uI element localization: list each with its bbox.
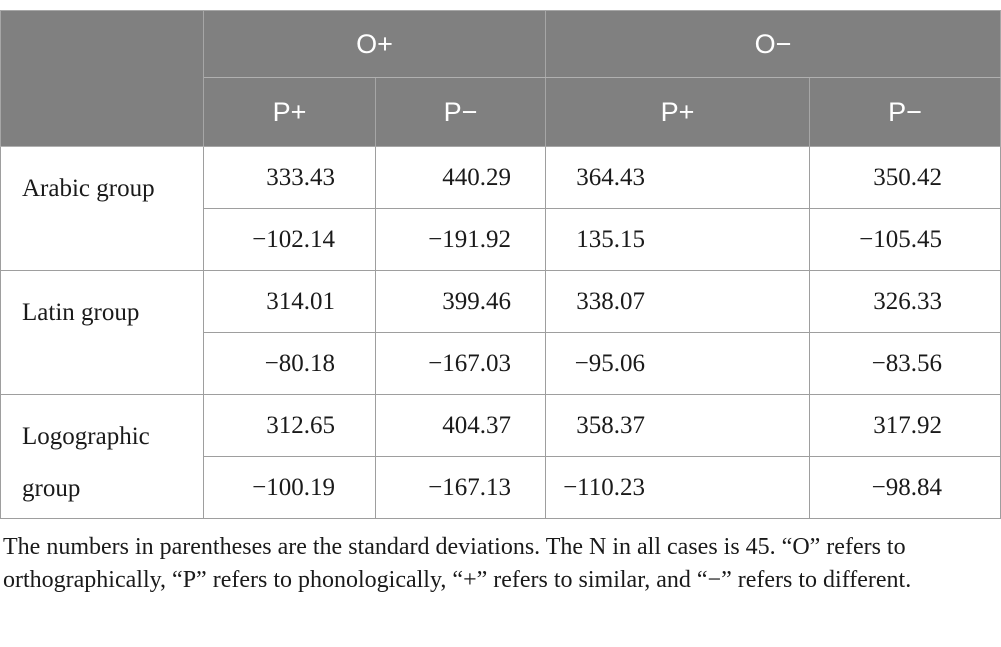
sd-cell: −167.03 (375, 332, 546, 395)
table-row-mean: Logographic group 312.65 404.37 358.37 3… (0, 394, 1001, 519)
header-p-plus: P+ (203, 77, 376, 147)
mean-cell: 399.46 (375, 270, 546, 333)
group-label: Latin group (0, 270, 204, 395)
table-row-mean: Latin group 314.01 399.46 338.07 326.33 (0, 270, 1001, 395)
mean-cell: 333.43 (203, 146, 376, 209)
sd-cell: −110.23 (545, 456, 810, 519)
mean-cell: 317.92 (809, 394, 1001, 457)
group-label: Arabic group (0, 146, 204, 271)
sd-cell: −80.18 (203, 332, 376, 395)
mean-cell: 326.33 (809, 270, 1001, 333)
mean-cell: 338.07 (545, 270, 810, 333)
mean-cell: 350.42 (809, 146, 1001, 209)
sd-cell: −98.84 (809, 456, 1001, 519)
header-p-plus: P+ (545, 77, 810, 147)
sd-cell: −167.13 (375, 456, 546, 519)
mean-cell: 440.29 (375, 146, 546, 209)
sd-cell: −100.19 (203, 456, 376, 519)
sd-cell: −191.92 (375, 208, 546, 271)
sd-cell: −83.56 (809, 332, 1001, 395)
mean-cell: 314.01 (203, 270, 376, 333)
table-footnote: The numbers in parentheses are the stand… (3, 534, 912, 593)
group-label: Logographic group (0, 394, 204, 519)
sd-cell: 135.15 (545, 208, 810, 271)
header-p-minus: P− (809, 77, 1001, 147)
sd-cell: −95.06 (545, 332, 810, 395)
table-row-sd: −100.19 −167.13 −110.23 −98.84 (1, 456, 1001, 519)
header-o-minus: O− (545, 10, 1001, 78)
results-table: O+ O− P+ P− P+ P− Arabic group 333.43 44… (0, 10, 1001, 519)
header-row-phonology: P+ P− P+ P− (1, 77, 1001, 147)
sd-cell: −105.45 (809, 208, 1001, 271)
mean-cell: 404.37 (375, 394, 546, 457)
header-corner-cell (0, 10, 204, 147)
mean-cell: 358.37 (545, 394, 810, 457)
mean-cell: 364.43 (545, 146, 810, 209)
table-row-mean: Arabic group 333.43 440.29 364.43 350.42 (0, 146, 1001, 271)
table-row-sd: −102.14 −191.92 135.15 −105.45 (1, 208, 1001, 271)
header-o-plus: O+ (203, 10, 546, 78)
mean-cell: 312.65 (203, 394, 376, 457)
sd-cell: −102.14 (203, 208, 376, 271)
header-p-minus: P− (375, 77, 546, 147)
table-row-sd: −80.18 −167.03 −95.06 −83.56 (1, 332, 1001, 395)
header-row-orthography: O+ O− (0, 10, 1001, 147)
